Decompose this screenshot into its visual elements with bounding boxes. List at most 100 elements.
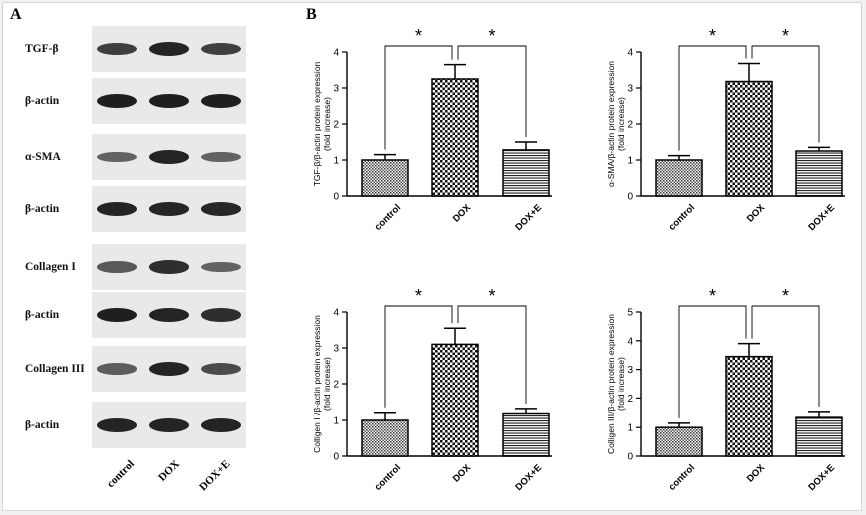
y-axis-label-units: (fold increase) [322, 357, 332, 411]
bar [795, 416, 843, 457]
significance-bracket [384, 45, 453, 150]
y-tick-label: 4 [333, 308, 339, 319]
y-axis-label: TGF-β/β-actin protein expression [312, 61, 322, 186]
bar [431, 343, 479, 457]
blot-band [97, 202, 137, 216]
blot-row-label: β-actin [25, 95, 60, 107]
blot-band [149, 42, 189, 56]
blot-band [97, 42, 137, 56]
blot-strip [92, 346, 246, 392]
blot-band [201, 261, 241, 273]
x-tick-label: control [667, 462, 698, 493]
bar-chart: 0 1 2 3 4 α-SMA/β-actin protein expression (fo… [606, 26, 845, 233]
blot-band [97, 151, 137, 163]
blot-band [201, 363, 241, 375]
blot-strip [92, 134, 246, 180]
bar [502, 149, 550, 197]
blot-band [97, 363, 137, 375]
blot-band [97, 308, 137, 322]
blot-band [97, 261, 137, 273]
y-tick-label: 2 [627, 120, 633, 131]
blot-strip [92, 292, 246, 338]
bar [795, 150, 843, 197]
x-tick-label: DOX [745, 462, 768, 485]
blot-band [97, 418, 137, 432]
x-tick-label: DOX [745, 202, 768, 225]
blot-band [149, 418, 189, 432]
significance-bracket [751, 305, 820, 407]
bar [655, 159, 703, 197]
y-tick-label: 3 [627, 365, 633, 376]
bar [431, 78, 479, 197]
y-tick-label: 0 [627, 452, 633, 463]
blot-band [201, 418, 241, 432]
blot-strip [92, 78, 246, 124]
y-tick-label: 2 [627, 394, 633, 405]
blot-band [201, 202, 241, 216]
y-axis-label: Colligen I /β-actin protein expression [312, 315, 322, 453]
blot-row-label: β-actin [25, 419, 60, 431]
y-tick-label: 0 [333, 192, 339, 203]
y-tick-label: 4 [627, 48, 633, 59]
bar-chart: 0 1 2 3 4 5 Colligen III/β-actin protein expre… [606, 286, 845, 493]
bar [361, 159, 409, 197]
blot-strip [92, 244, 246, 290]
y-tick-label: 4 [627, 336, 633, 347]
y-tick-label: 0 [627, 192, 633, 203]
y-tick-label: 4 [333, 48, 339, 59]
panel-a-label: A [10, 6, 22, 23]
blot-row-label: β-actin [25, 309, 60, 321]
bar [725, 355, 773, 457]
significance-bracket [751, 45, 820, 143]
significance-bracket [457, 305, 527, 404]
x-tick-label: DOX+E [513, 462, 544, 493]
y-tick-label: 1 [627, 156, 633, 167]
y-axis-label: Colligen III/β-actin protein expression [606, 314, 616, 454]
blot-band [201, 308, 241, 322]
blot-band [149, 94, 189, 108]
x-tick-label: DOX [451, 202, 474, 225]
y-axis-label: α-SMA/β-actin protein expression [606, 61, 616, 187]
blot-band [149, 150, 189, 164]
x-tick-label: DOX+E [806, 462, 837, 493]
blot-band [149, 308, 189, 322]
blot-row-label: α-SMA [25, 151, 61, 163]
blot-row-label: β-actin [25, 203, 60, 215]
blot-band [201, 151, 241, 163]
x-tick-label: control [667, 202, 698, 233]
blot-band [201, 94, 241, 108]
y-tick-label: 1 [627, 423, 633, 434]
blot-band [201, 42, 241, 56]
significance-star: * [488, 26, 495, 46]
y-axis-label-units: (fold increase) [322, 97, 332, 151]
blot-row-label: TGF-β [25, 43, 59, 55]
y-tick-label: 0 [333, 452, 339, 463]
significance-star: * [709, 286, 716, 306]
y-tick-label: 2 [333, 120, 339, 131]
x-tick-label: control [373, 202, 404, 233]
significance-bracket [384, 305, 453, 408]
bar [655, 426, 703, 457]
y-tick-label: 5 [627, 308, 633, 319]
blot-strip [92, 402, 246, 448]
significance-star: * [488, 286, 495, 306]
x-tick-label: DOX+E [806, 202, 837, 233]
bar [502, 412, 550, 457]
y-tick-label: 3 [333, 84, 339, 95]
significance-star: * [782, 286, 789, 306]
panel-b-label: B [306, 6, 317, 23]
bar [361, 419, 409, 457]
significance-star: * [415, 26, 422, 46]
blot-band [149, 260, 189, 274]
significance-bracket [678, 305, 747, 418]
blot-row-label: Collagen I [25, 261, 76, 273]
y-tick-label: 3 [627, 84, 633, 95]
blot-strip [92, 186, 246, 232]
significance-star: * [415, 286, 422, 306]
bar [725, 80, 773, 197]
y-tick-label: 1 [333, 156, 339, 167]
y-axis-label-units: (fold increase) [616, 357, 626, 411]
blot-band [97, 94, 137, 108]
y-tick-label: 2 [333, 380, 339, 391]
